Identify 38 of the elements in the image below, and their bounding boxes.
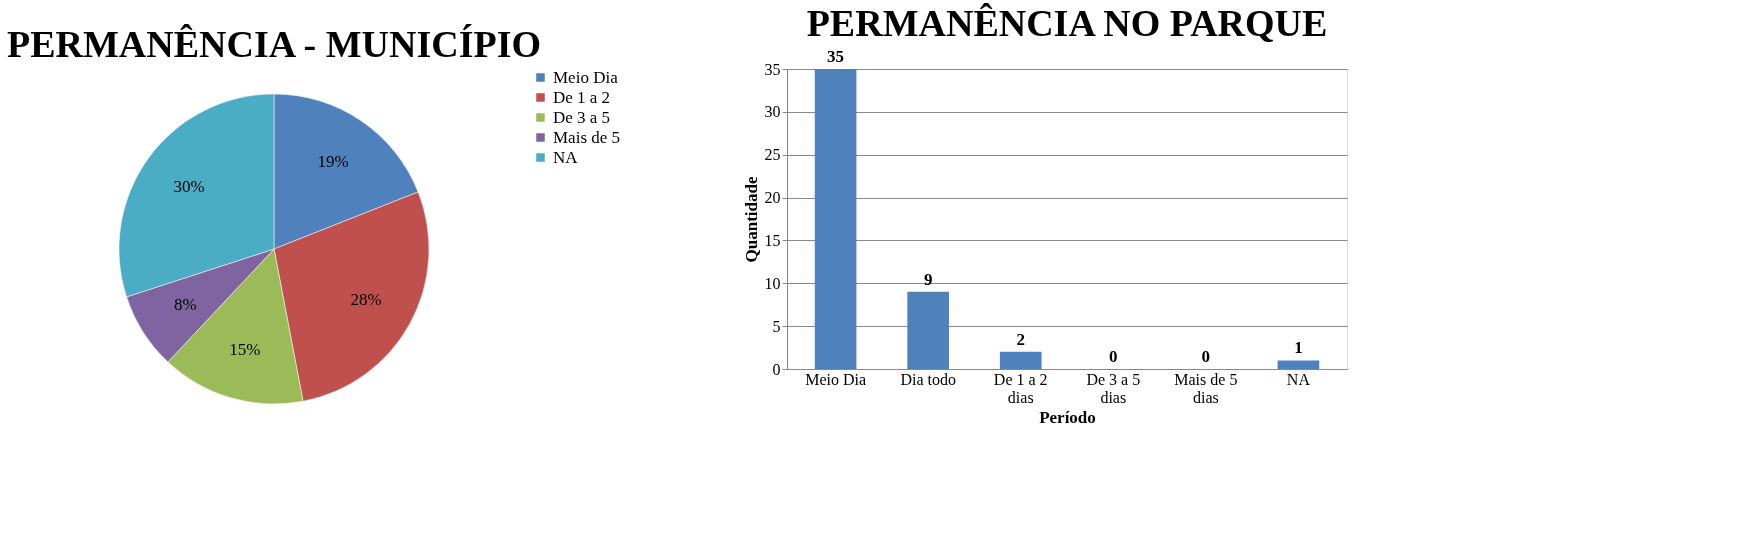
legend-label: De 1 a 2 [553, 87, 611, 107]
y-tick-label: 25 [764, 146, 781, 164]
data-label: 0 [1109, 347, 1118, 366]
data-label: 35 [827, 47, 845, 66]
legend-label: Meio Dia [553, 67, 619, 87]
y-tick-label: 20 [764, 189, 781, 207]
y-tick-label: 5 [772, 317, 781, 335]
data-label: 19% [317, 152, 349, 172]
y-tick-label: 0 [772, 360, 781, 378]
chart-title: PERMANÊNCIA - MUNICÍPIO [6, 23, 542, 65]
legend-label: De 3 a 5 [553, 107, 611, 127]
data-label: 0 [1201, 347, 1211, 366]
legend-label: NA [553, 147, 579, 167]
x-tick-label: De 3 a 5 dias [1086, 370, 1141, 406]
chart-title: PERMANÊNCIA NO PARQUE [806, 2, 1328, 44]
y-tick-label: 30 [764, 103, 781, 121]
y-tick-label: 15 [764, 231, 781, 249]
y-tick-label: 35 [764, 60, 781, 78]
x-axis-title: Período [1039, 407, 1096, 427]
data-label: 2 [1016, 329, 1025, 349]
y-axis-title: Quantidade [741, 176, 761, 263]
legend-label: Mais de 5 [553, 127, 621, 147]
bar [814, 69, 857, 369]
data-label: 28% [350, 289, 382, 309]
bar [999, 351, 1042, 369]
data-label: 30% [173, 177, 205, 197]
x-tick-label: Dia todo [900, 370, 956, 388]
x-tick-label: Meio Dia [805, 370, 867, 388]
bar [1277, 360, 1320, 369]
x-tick-label: Mais de 5 dias [1174, 370, 1238, 406]
data-label: 9 [923, 269, 933, 289]
bar [907, 291, 949, 369]
x-tick-label: NA [1286, 370, 1311, 388]
data-label: 15% [229, 339, 261, 359]
x-tick-label: De 1 a 2 dias [993, 370, 1048, 406]
y-tick-label: 10 [764, 274, 781, 292]
data-label: 8% [174, 295, 197, 315]
data-label: 1 [1294, 338, 1303, 358]
